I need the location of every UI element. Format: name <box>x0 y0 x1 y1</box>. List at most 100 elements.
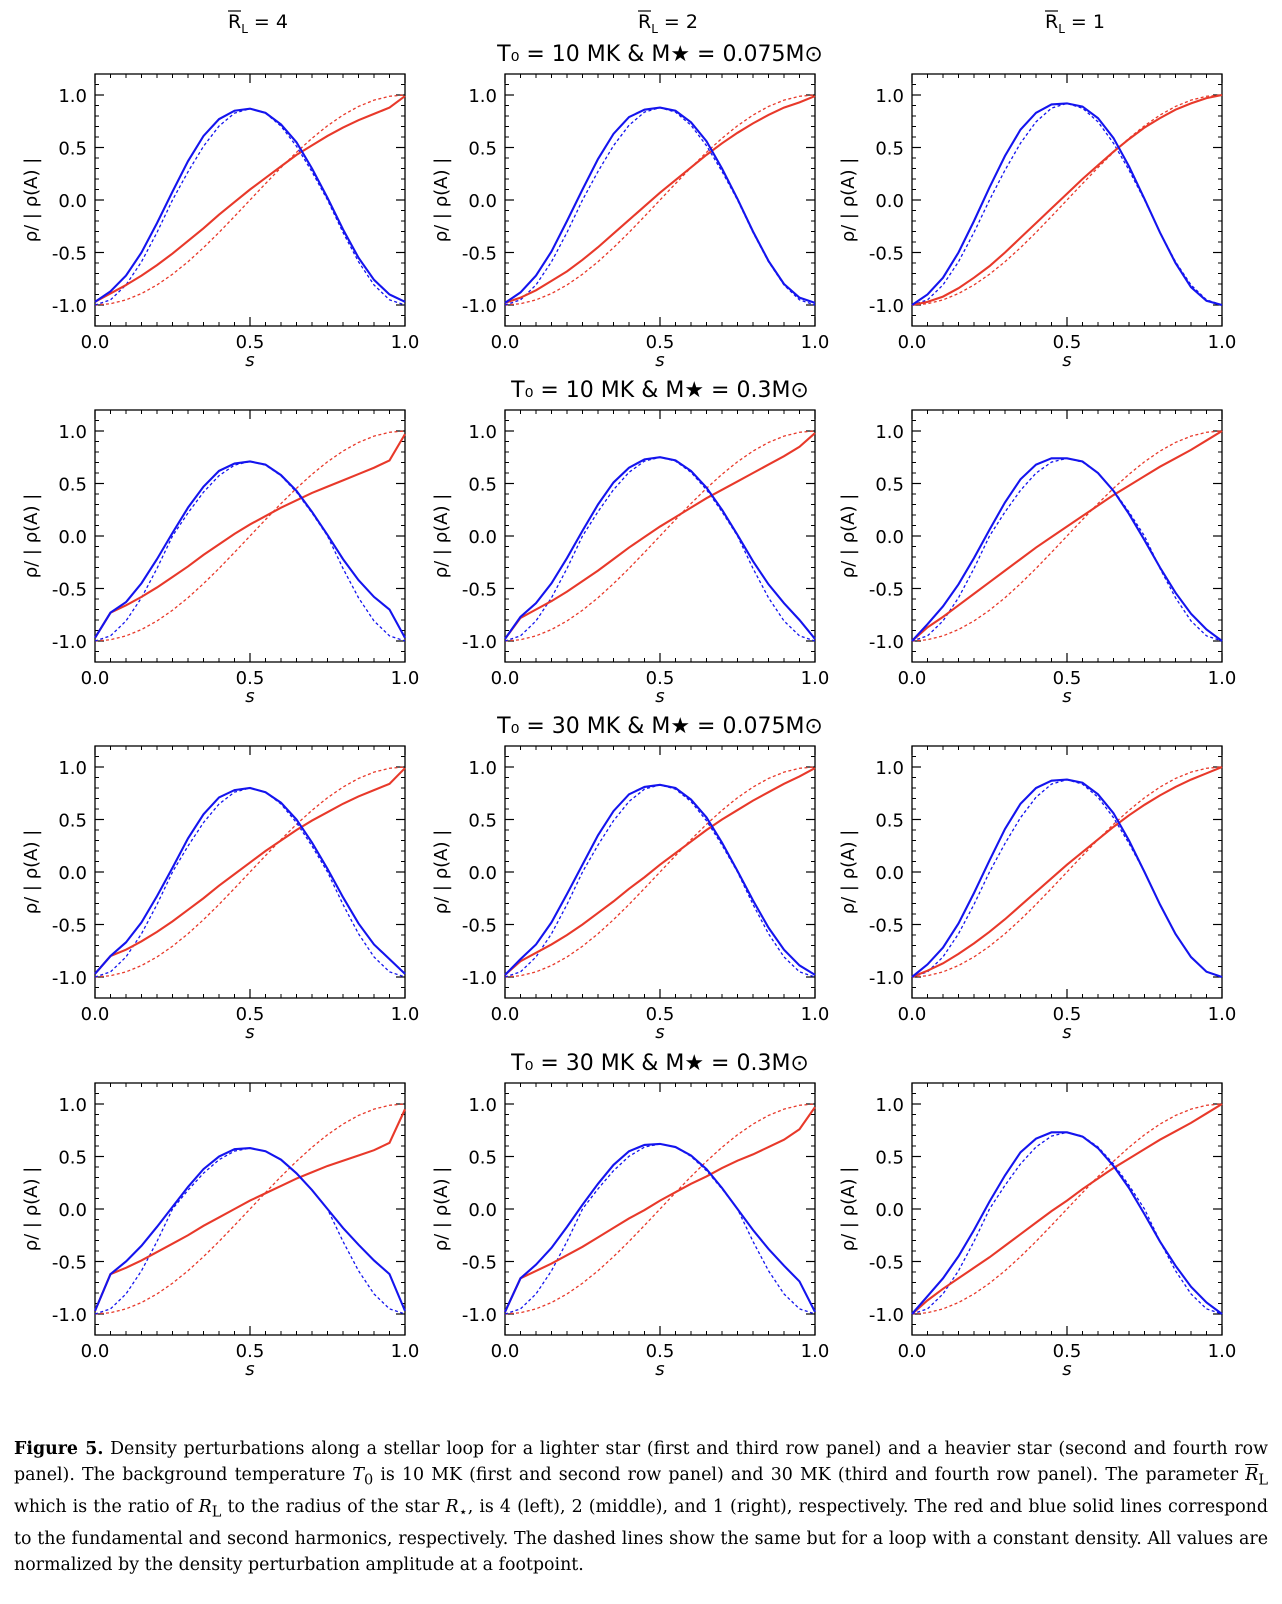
x-tick-label: 1.0 <box>1208 1341 1237 1362</box>
y-tick-label: 1.0 <box>58 86 87 107</box>
y-tick-label: -1.0 <box>52 632 87 653</box>
x-axis-label: s <box>655 686 664 707</box>
row-title: T₀ = 10 MK & M★ = 0.075M⊙ <box>496 42 823 67</box>
y-tick-label: 0.5 <box>875 1148 904 1169</box>
x-tick-label: 0.5 <box>236 1004 265 1025</box>
second-harmonic-line <box>94 460 406 639</box>
y-tick-label: -1.0 <box>462 632 497 653</box>
x-axis-label: s <box>655 350 664 371</box>
fundamental-line <box>504 767 816 976</box>
y-axis-label: ρ/ | ρ(A) | <box>838 1167 859 1252</box>
second-harmonic-constant-density-line <box>504 1143 816 1315</box>
x-tick-label: 0.5 <box>646 668 675 689</box>
second-harmonic-line <box>911 102 1223 307</box>
x-tick-label: 0.0 <box>81 1341 110 1362</box>
y-axis-label: ρ/ | ρ(A) | <box>431 494 452 579</box>
y-axis-label: ρ/ | ρ(A) | <box>431 158 452 243</box>
x-tick-label: 0.0 <box>81 1004 110 1025</box>
y-tick-label: 1.0 <box>875 422 904 443</box>
caption-rstar-sub: ⋆ <box>458 1504 468 1521</box>
second-harmonic-line <box>94 1147 406 1312</box>
second-harmonic-line <box>94 786 406 975</box>
caption-part-5: , is 4 (left), 2 (middle), and 1 (right)… <box>14 1496 1268 1575</box>
fundamental-line <box>911 93 1223 307</box>
column-header-value: = 2 <box>664 11 698 33</box>
x-tick-label: 1.0 <box>801 1341 830 1362</box>
x-tick-label: 0.5 <box>236 332 265 353</box>
fundamental-line <box>94 433 406 639</box>
x-axis-label: s <box>1062 350 1071 371</box>
y-tick-label: -1.0 <box>462 296 497 317</box>
caption-rstar: R <box>445 1496 459 1517</box>
panel: 1.0 0.5 0.0 -0.5 -1.0 0.0 0.5 1.0 s ρ/ | ρ(A) | <box>838 745 1236 1043</box>
y-axis-label: ρ/ | ρ(A) | <box>431 830 452 915</box>
y-tick-label: -1.0 <box>462 968 497 989</box>
second-harmonic-constant-density-line <box>911 1131 1223 1315</box>
y-tick-label: -0.5 <box>52 1253 87 1274</box>
second-harmonic-constant-density-line <box>504 784 816 978</box>
fundamental-constant-density-line <box>94 1103 406 1315</box>
x-axis-label: s <box>245 1022 254 1043</box>
y-tick-label: 0.5 <box>875 475 904 496</box>
caption-rl-bar-sub: L <box>1258 1472 1268 1489</box>
caption-part-3: which is the ratio of <box>14 1496 199 1517</box>
x-tick-label: 0.5 <box>646 332 675 353</box>
fundamental-line <box>504 95 816 304</box>
fundamental-constant-density-line <box>94 430 406 642</box>
panel: 1.0 0.5 0.0 -0.5 -1.0 0.0 0.5 1.0 s ρ/ | ρ(A) | <box>21 73 419 371</box>
y-tick-label: -0.5 <box>462 580 497 601</box>
panel-frame <box>911 745 1223 999</box>
x-tick-label: 0.5 <box>1053 332 1082 353</box>
second-harmonic-constant-density-line <box>911 102 1223 306</box>
panel: 1.0 0.5 0.0 -0.5 -1.0 0.0 0.5 1.0 s ρ/ | ρ(A) | <box>431 73 829 371</box>
column-header-symbol: R <box>228 11 241 33</box>
column-header-symbol: R <box>1045 11 1058 33</box>
row-title: T₀ = 30 MK & M★ = 0.075M⊙ <box>496 714 823 739</box>
second-harmonic-line <box>504 1142 816 1313</box>
y-tick-label: 0.5 <box>58 1148 87 1169</box>
fundamental-constant-density-line <box>911 1103 1223 1315</box>
caption-part-4: to the radius of the star <box>221 1496 446 1517</box>
x-axis-label: s <box>655 1359 664 1380</box>
caption-t0-sub: 0 <box>363 1472 374 1489</box>
panel: 1.0 0.5 0.0 -0.5 -1.0 0.0 0.5 1.0 s ρ/ | ρ(A) | <box>838 1082 1237 1380</box>
column-header-value: = 1 <box>1071 11 1105 33</box>
column-header-value: = 4 <box>254 11 288 33</box>
y-axis-label: ρ/ | ρ(A) | <box>21 1167 42 1252</box>
fundamental-constant-density-line <box>504 430 816 642</box>
second-harmonic-constant-density-line <box>911 457 1223 642</box>
fundamental-constant-density-line <box>911 430 1223 642</box>
fundamental-line <box>94 95 406 303</box>
y-tick-label: 0.0 <box>58 863 87 884</box>
fundamental-line <box>94 1108 406 1312</box>
y-tick-label: -0.5 <box>462 244 497 265</box>
panel: 1.0 0.5 0.0 -0.5 -1.0 0.0 0.5 1.0 s ρ/ | ρ(A) | <box>838 73 1237 371</box>
x-tick-label: 1.0 <box>1208 332 1237 353</box>
y-tick-label: 0.0 <box>875 191 904 212</box>
y-tick-label: -1.0 <box>462 1305 497 1326</box>
y-tick-label: -1.0 <box>52 296 87 317</box>
y-axis-label: ρ/ | ρ(A) | <box>431 1167 452 1252</box>
x-tick-label: 1.0 <box>1208 668 1237 689</box>
x-tick-label: 0.5 <box>236 668 265 689</box>
row-title: T₀ = 10 MK & M★ = 0.3M⊙ <box>510 378 809 403</box>
x-tick-label: 0.5 <box>1053 1004 1082 1025</box>
x-tick-label: 0.5 <box>646 1004 675 1025</box>
x-tick-label: 1.0 <box>801 1004 830 1025</box>
x-tick-label: 1.0 <box>391 668 420 689</box>
y-tick-label: -1.0 <box>869 632 904 653</box>
fundamental-line <box>94 767 406 975</box>
x-tick-label: 1.0 <box>391 1004 420 1025</box>
fundamental-line <box>911 766 1223 978</box>
panel: 1.0 0.5 0.0 -0.5 -1.0 0.0 0.5 1.0 s ρ/ | ρ(A) | <box>431 409 829 707</box>
x-tick-label: 0.5 <box>1053 668 1082 689</box>
y-tick-label: 0.0 <box>58 1200 87 1221</box>
panel-frame <box>94 409 406 663</box>
y-tick-label: 0.0 <box>468 527 497 548</box>
second-harmonic-line <box>504 783 816 976</box>
y-tick-label: -0.5 <box>869 916 904 937</box>
x-tick-label: 0.0 <box>898 668 927 689</box>
panel-frame <box>911 409 1223 663</box>
panel: 1.0 0.5 0.0 -0.5 -1.0 0.0 0.5 1.0 s ρ/ | ρ(A) | <box>431 1082 830 1380</box>
x-tick-label: 1.0 <box>391 1341 420 1362</box>
